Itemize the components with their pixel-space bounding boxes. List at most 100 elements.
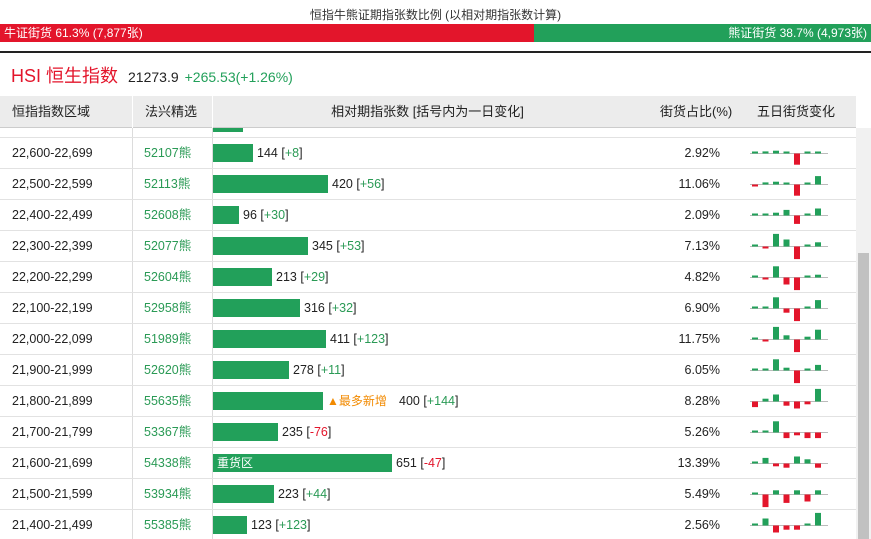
share-cell: 2.92% (684, 146, 720, 160)
sparkline-bar (773, 326, 779, 340)
sparkline-bar (762, 518, 769, 526)
sparkline-bar (804, 523, 811, 526)
index-summary: HSI 恒生指数 21273.9 +265.53(+1.26%) (11, 62, 293, 88)
sparkline-bar (783, 367, 790, 371)
warrant-code-link[interactable]: 52958熊 (144, 301, 192, 315)
contracts-value: 144 [+8] (257, 146, 303, 160)
column-header-share[interactable]: 街货占比(%) (660, 104, 733, 119)
sparkline-bar (762, 246, 769, 249)
contracts-change: +144 (426, 394, 455, 408)
contracts-value: 651 [-47] (396, 456, 446, 470)
sparkline-bar (783, 494, 790, 503)
five-day-sparkline (750, 421, 828, 439)
table-row[interactable]: 22,600-22,699 52107熊 144 [+8] 2.92% (0, 138, 856, 169)
contracts-change: +32 (331, 301, 354, 315)
five-day-sparkline (750, 512, 828, 533)
sparkline-bar (815, 274, 821, 278)
contracts-count: 223 (278, 487, 299, 501)
table-row[interactable]: 22,500-22,599 52113熊 420 [+56] 11.06% (0, 169, 856, 200)
warrant-code-link[interactable]: 52604熊 (144, 270, 192, 284)
contracts-count: 213 (276, 270, 297, 284)
five-day-sparkline (750, 388, 828, 409)
contracts-change: +30 (263, 208, 286, 222)
sparkline-bar (762, 430, 769, 433)
table-row[interactable]: 21,400-21,499 55385熊 123 [+123] 2.56% (0, 510, 856, 539)
contracts-bar (213, 485, 274, 503)
five-day-sparkline (750, 266, 828, 291)
most-added-tag: ▲最多新增 (327, 394, 387, 408)
sparkline-bar (773, 233, 779, 247)
contracts-bar (213, 175, 328, 193)
page-title: 恒指牛熊证期指张数比例 (以相对期指张数计算) (309, 8, 562, 22)
warrant-code-link[interactable]: 51989熊 (144, 332, 192, 346)
column-header-contracts[interactable]: 相对期指张数 [括号内为一日变化] (212, 96, 642, 128)
range-cell: 21,700-21,799 (12, 425, 93, 439)
warrant-code-link[interactable]: 52077熊 (144, 239, 192, 253)
contracts-bar (213, 423, 278, 441)
contracts-bar (213, 144, 253, 162)
contracts-value: 278 [+11] (293, 363, 345, 377)
share-cell: 8.28% (684, 394, 720, 408)
sparkline-bar (752, 492, 758, 495)
contracts-count: 411 (330, 332, 350, 346)
warrant-code-link[interactable]: 52608熊 (144, 208, 192, 222)
contracts-value: 96 [+30] (243, 208, 289, 222)
contracts-count: 400 (399, 394, 420, 408)
index-value: 21273.9 (128, 69, 179, 85)
sparkline-bar (783, 525, 790, 530)
sparkline-bar (752, 461, 758, 464)
warrant-code-link[interactable]: 54338熊 (144, 456, 192, 470)
sparkline-bar (762, 213, 769, 216)
contracts-count: 651 (396, 456, 417, 470)
sparkline-bar (752, 337, 758, 340)
warrant-code-link[interactable]: 55635熊 (144, 394, 192, 408)
sparkline-bar (815, 151, 821, 154)
scrollbar[interactable] (856, 128, 871, 539)
sparkline-bar (794, 184, 800, 196)
range-cell: 22,000-22,099 (12, 332, 93, 346)
table-row[interactable]: 21,700-21,799 53367熊 235 [-76] 5.26% (0, 417, 856, 448)
sparkline-bar (794, 370, 800, 384)
warrant-code-link[interactable]: 52620熊 (144, 363, 192, 377)
contracts-bar (213, 206, 239, 224)
warrant-code-link[interactable]: 52113熊 (144, 177, 191, 191)
sparkline-bar (783, 335, 790, 340)
range-cell: 22,200-22,299 (12, 270, 93, 284)
sparkline-bar (794, 432, 800, 436)
table-row[interactable]: 21,900-21,999 52620熊 278 [+11] 6.05% (0, 355, 856, 386)
column-header-pick[interactable]: 法兴精选 (132, 96, 197, 128)
sparkline-bar (783, 182, 790, 185)
warrant-code-link[interactable]: 53367熊 (144, 425, 192, 439)
table-row[interactable]: 21,600-21,699 54338熊 重货区 651 [-47] 13.39% (0, 448, 856, 479)
table-row[interactable]: 22,000-22,099 51989熊 411 [+123] 11.75% (0, 324, 856, 355)
sparkline-bar (804, 213, 811, 216)
table-row[interactable]: 22,400-22,499 52608熊 96 [+30] 2.09% (0, 200, 856, 231)
table-header: 恒指指数区域 法兴精选 相对期指张数 [括号内为一日变化] 街货占比(%) 五日… (0, 96, 856, 128)
scrollbar-thumb[interactable] (858, 253, 869, 539)
five-day-sparkline (750, 233, 828, 260)
contracts-count: 316 (304, 301, 325, 315)
sparkline-bar (773, 266, 779, 278)
table-row[interactable]: 22,300-22,399 52077熊 345 [+53] 7.13% (0, 231, 856, 262)
sparkline-bar (783, 401, 790, 406)
sparkline-bar (762, 277, 769, 280)
divider (0, 51, 871, 53)
sparkline-bar (773, 150, 779, 154)
contracts-bar (213, 361, 289, 379)
column-header-range[interactable]: 恒指指数区域 (12, 104, 91, 119)
contracts-bar (213, 516, 247, 534)
table-row[interactable]: 21,500-21,599 53934熊 223 [+44] 5.49% (0, 479, 856, 510)
warrant-code-link[interactable]: 55385熊 (144, 518, 192, 532)
sparkline-bar (804, 432, 811, 439)
sparkline-bar (794, 490, 800, 495)
table-row[interactable]: 21,800-21,899 55635熊 ▲最多新增 400 [+144] 8.28% (0, 386, 856, 417)
warrant-code-link[interactable]: 52107熊 (144, 146, 192, 160)
column-header-five-day[interactable]: 五日街货变化 (757, 104, 836, 119)
table-row[interactable]: 22,100-22,199 52958熊 316 [+32] 6.90% (0, 293, 856, 324)
sparkline-bar (773, 181, 779, 185)
warrant-code-link[interactable]: 53934熊 (144, 487, 192, 501)
table-row[interactable]: 22,200-22,299 52604熊 213 [+29] 4.82% (0, 262, 856, 293)
sparkline-bar (804, 368, 811, 371)
share-cell: 4.82% (684, 270, 720, 284)
contracts-value: 223 [+44] (278, 487, 331, 501)
